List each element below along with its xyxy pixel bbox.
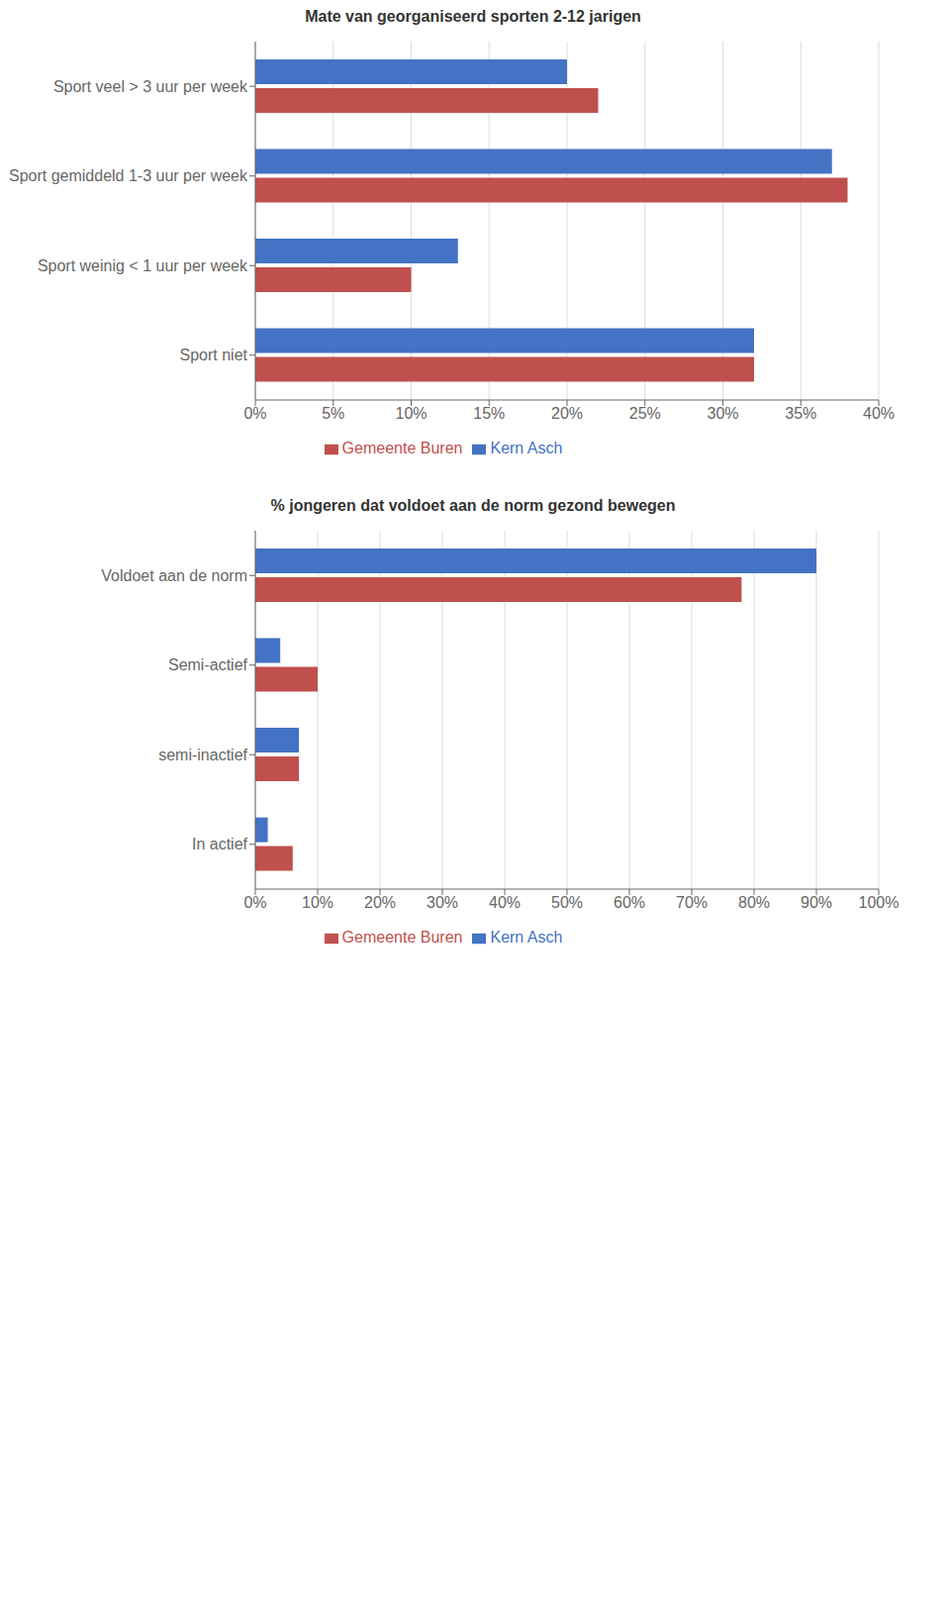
svg-text:Semi-actief: Semi-actief xyxy=(168,656,249,673)
svg-text:Sport gemiddeld 1-3 uur per we: Sport gemiddeld 1-3 uur per week xyxy=(8,167,249,185)
svg-text:35%: 35% xyxy=(784,404,817,422)
svg-text:In actief: In actief xyxy=(191,835,249,853)
svg-text:30%: 30% xyxy=(706,404,739,422)
html-text:Kern Asch: Kern Asch xyxy=(490,928,563,946)
html-text:% jongeren dat voldoet aan de: % jongeren dat voldoet aan de norm gezon… xyxy=(270,496,676,514)
svg-text:Voldoet aan de norm: Voldoet aan de norm xyxy=(100,567,248,584)
svg-text:10%: 10% xyxy=(301,893,334,911)
html-text:Gemeente Buren: Gemeente Buren xyxy=(342,928,463,946)
svg-text:25%: 25% xyxy=(629,404,662,422)
html-text:Kern Asch: Kern Asch xyxy=(490,439,563,457)
svg-text:Sport niet: Sport niet xyxy=(180,346,249,364)
svg-text:40%: 40% xyxy=(862,404,895,422)
svg-text:10%: 10% xyxy=(394,404,427,422)
html-text:Mate van georganiseerd sporten: Mate van georganiseerd sporten 2-12 jari… xyxy=(304,7,642,25)
svg-text:50%: 50% xyxy=(551,893,583,911)
svg-text:30%: 30% xyxy=(426,893,459,911)
svg-text:5%: 5% xyxy=(321,404,345,422)
svg-text:Sport weinig < 1 uur per week: Sport weinig < 1 uur per week xyxy=(37,257,249,275)
html-text:Gemeente Buren: Gemeente Buren xyxy=(342,439,463,457)
svg-text:0%: 0% xyxy=(243,893,267,911)
svg-text:20%: 20% xyxy=(364,893,396,911)
svg-text:Sport veel > 3 uur per week: Sport veel > 3 uur per week xyxy=(53,78,249,95)
svg-text:0%: 0% xyxy=(243,404,267,422)
svg-text:100%: 100% xyxy=(858,893,900,911)
svg-text:20%: 20% xyxy=(551,404,583,422)
svg-text:semi-inactief: semi-inactief xyxy=(158,746,248,763)
svg-text:15%: 15% xyxy=(473,404,505,422)
svg-text:90%: 90% xyxy=(800,893,833,911)
svg-text:80%: 80% xyxy=(738,893,770,911)
svg-text:40%: 40% xyxy=(488,893,521,911)
svg-text:60%: 60% xyxy=(613,893,646,911)
svg-text:70%: 70% xyxy=(675,893,708,911)
